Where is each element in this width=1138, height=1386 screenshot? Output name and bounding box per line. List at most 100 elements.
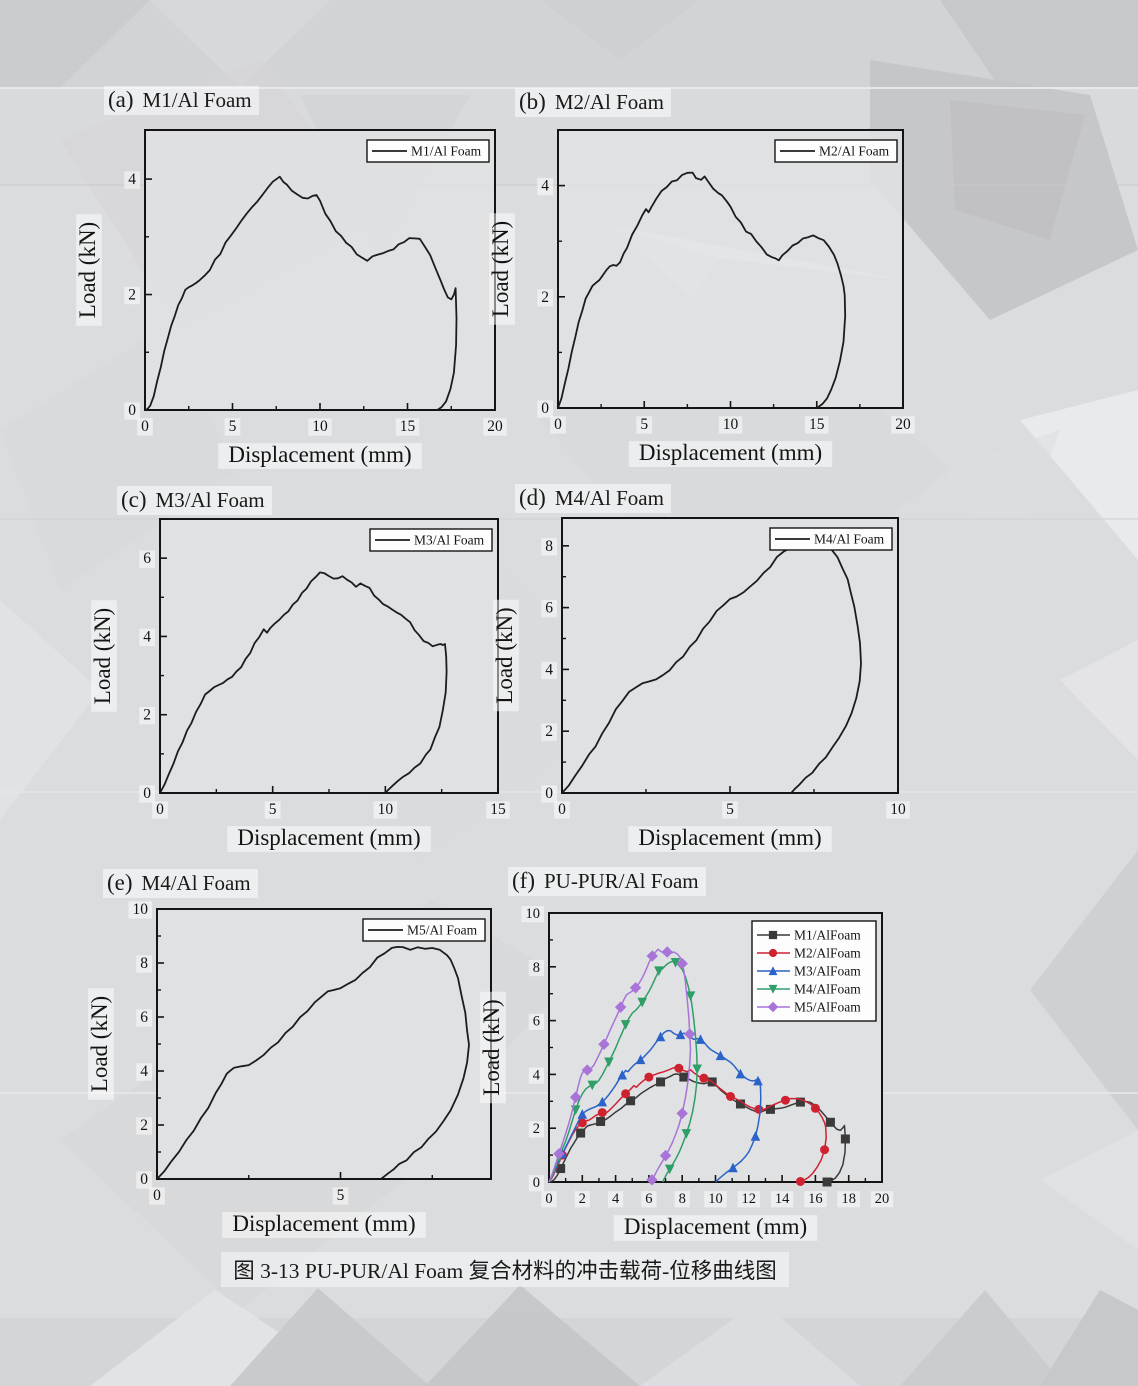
x-tick-label: 0 <box>558 801 566 818</box>
triangle-up-marker <box>597 1096 608 1107</box>
diamond-marker <box>661 946 673 958</box>
triangle-up-marker <box>750 1131 761 1141</box>
square-marker <box>656 1077 666 1087</box>
y-tick-label: 8 <box>533 960 540 976</box>
panel-e-label: (e) <box>107 870 133 895</box>
y-tick-label: 8 <box>545 538 553 555</box>
square-marker <box>840 1134 850 1144</box>
legend-label: M4/Al Foam <box>814 532 885 547</box>
series-line <box>548 960 698 1183</box>
legend-box <box>366 139 490 163</box>
circle-marker <box>621 1089 631 1099</box>
diamond-marker <box>598 1038 610 1050</box>
triangle-down-marker <box>620 1020 631 1030</box>
legend-label: M4/AlFoam <box>794 982 861 997</box>
y-tick-label: 0 <box>533 1175 540 1191</box>
plot-frame <box>557 129 904 409</box>
y-axis-label: Load (kN) <box>90 608 115 704</box>
square-marker <box>825 1117 835 1127</box>
triangle-down-marker <box>670 957 681 968</box>
panel-b-title-text: M2/Al Foam <box>554 90 664 114</box>
y-tick-label: 2 <box>128 287 136 304</box>
triangle-up-marker <box>768 966 778 976</box>
x-tick-label: 15 <box>809 416 825 433</box>
y-tick-label: 6 <box>140 1009 148 1026</box>
square-marker <box>795 1097 805 1107</box>
series-line <box>156 946 470 1180</box>
series-line <box>561 539 862 794</box>
x-tick-label: 20 <box>875 1191 890 1207</box>
square-marker <box>679 1072 689 1082</box>
x-tick-label: 5 <box>640 416 648 433</box>
y-tick-label: 4 <box>541 178 549 195</box>
x-axis-label: Displacement (mm) <box>237 825 420 850</box>
x-tick-label: 2 <box>579 1191 586 1207</box>
chart-c: 0 5 10 15 0 2 4 6 Displacement (mm) Load (kN) M3/A… <box>90 518 510 852</box>
y-tick-label: 2 <box>545 723 553 740</box>
diamond-marker <box>614 1001 627 1013</box>
triangle-up-marker <box>695 1034 706 1044</box>
circle-marker <box>674 1063 684 1073</box>
y-tick-label: 8 <box>140 955 148 972</box>
x-tick-label: 15 <box>490 801 506 818</box>
square-marker <box>626 1096 636 1106</box>
x-tick-label: 14 <box>775 1191 790 1207</box>
chart-d: 0 5 10 0 2 4 6 8 Displacement (mm) Load (kN) M4/Al… <box>492 517 910 852</box>
panel-a-label: (a) <box>108 87 134 112</box>
x-tick-label: 0 <box>554 416 562 433</box>
panel-e-title-text: M4/Al Foam <box>141 871 251 895</box>
diamond-marker <box>659 1149 672 1162</box>
triangle-up-marker <box>715 1050 726 1061</box>
circle-marker <box>725 1091 735 1101</box>
y-axis-label: Load (kN) <box>479 999 504 1095</box>
y-tick-label: 4 <box>545 661 553 678</box>
triangle-up-marker <box>753 1075 763 1086</box>
panel-d-label: (d) <box>519 485 546 510</box>
diamond-marker <box>683 1028 696 1040</box>
circle-marker <box>754 1104 764 1114</box>
x-axis-label: Displacement (mm) <box>638 825 821 850</box>
legend-label: M1/AlFoam <box>794 928 861 943</box>
triangle-down-marker <box>768 984 778 994</box>
x-axis-label: Displacement (mm) <box>624 1214 807 1239</box>
panel-d-title-text: M4/Al Foam <box>554 486 664 510</box>
square-marker <box>822 1177 832 1187</box>
y-axis-label: Load (kN) <box>87 996 112 1092</box>
diamond-marker <box>629 982 642 994</box>
x-tick-label: 8 <box>679 1191 686 1207</box>
y-tick-label: 6 <box>545 600 553 617</box>
triangle-up-marker <box>617 1069 628 1080</box>
x-tick-label: 12 <box>742 1191 757 1207</box>
figure-caption: 图 3-13 PU-PUR/Al Foam 复合材料的冲击载荷-位移曲线图 <box>0 1252 1010 1287</box>
diamond-marker <box>676 1107 688 1120</box>
diamond-marker <box>676 957 688 970</box>
circle-marker <box>780 1095 790 1105</box>
plot-area <box>160 519 498 793</box>
triangle-up-marker <box>675 1029 686 1040</box>
x-tick-label: 10 <box>378 801 394 818</box>
x-tick-label: 5 <box>726 801 734 818</box>
x-tick-label: 10 <box>708 1191 723 1207</box>
figure-caption-text: 图 3-13 PU-PUR/Al Foam 复合材料的冲击载荷-位移曲线图 <box>221 1252 789 1287</box>
diamond-marker <box>569 1091 582 1103</box>
x-tick-label: 0 <box>545 1191 552 1207</box>
y-tick-label: 0 <box>545 785 553 802</box>
y-tick-label: 2 <box>541 289 549 306</box>
y-tick-label: 0 <box>143 785 151 802</box>
triangle-down-marker <box>681 1129 692 1139</box>
diamond-marker <box>767 1001 779 1013</box>
y-tick-label: 0 <box>128 402 136 419</box>
circle-marker <box>810 1103 820 1113</box>
y-tick-label: 10 <box>133 901 149 918</box>
chart-e: 0 5 0 2 4 6 8 10 Displacement (mm) Load (kN) M5/Al… <box>87 901 492 1238</box>
series-line <box>159 571 448 794</box>
x-tick-label: 5 <box>269 801 277 818</box>
panel-d-title: (d) M4/Al Foam <box>515 484 671 513</box>
x-tick-label: 18 <box>841 1191 856 1207</box>
circle-marker <box>644 1072 654 1082</box>
x-tick-label: 15 <box>400 418 416 435</box>
chart-f: 0 2 4 6 8 10 12 14 16 18 20 0 2 4 6 8 10 Displacement (mm… <box>479 906 894 1241</box>
panel-f-title: (f) PU-PUR/Al Foam <box>508 867 706 896</box>
circle-marker <box>597 1108 607 1118</box>
